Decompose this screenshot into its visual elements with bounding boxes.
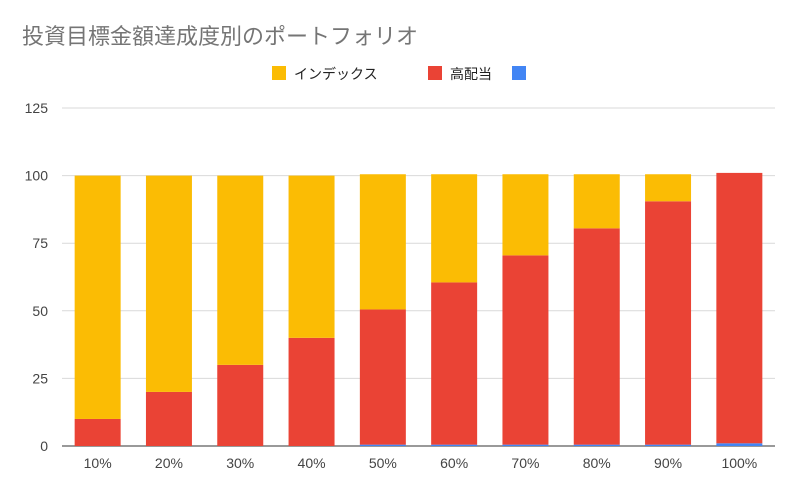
- bar-segment-インデックス: [359, 174, 406, 310]
- bar-segment-インデックス: [145, 175, 192, 392]
- bar-segment-インデックス: [502, 174, 549, 256]
- bar-segment-インデックス: [573, 174, 620, 229]
- bar-segment-series-0: [573, 444, 620, 446]
- x-tick-label: 80%: [583, 455, 611, 471]
- y-tick-label: 0: [40, 438, 48, 454]
- x-tick-label: 90%: [654, 455, 682, 471]
- legend: インデックス 高配当: [272, 66, 526, 83]
- legend-swatch-index: [272, 66, 286, 80]
- bar-segment-series-0: [359, 444, 406, 446]
- y-tick-label: 75: [32, 235, 48, 251]
- bar-segment-高配当: [431, 282, 478, 445]
- bar-segment-series-0: [716, 443, 763, 446]
- bar-segment-高配当: [74, 418, 121, 446]
- bar-segment-高配当: [288, 337, 335, 446]
- bar-segment-高配当: [359, 309, 406, 445]
- y-tick-label: 25: [32, 370, 48, 386]
- legend-swatch-high-dividend: [428, 66, 442, 80]
- legend-swatch-third-series: [512, 66, 526, 80]
- bar-segment-高配当: [716, 172, 763, 444]
- legend-label-index: インデックス: [294, 66, 378, 83]
- x-tick-label: 70%: [511, 455, 539, 471]
- bar-segment-高配当: [217, 364, 264, 446]
- y-tick-label: 100: [25, 168, 49, 184]
- x-tick-label: 10%: [84, 455, 112, 471]
- bar-segment-インデックス: [645, 174, 692, 202]
- x-tick-label: 20%: [155, 455, 183, 471]
- x-tick-label: 100%: [721, 455, 757, 471]
- bar-segment-インデックス: [288, 175, 335, 338]
- bar-segment-インデックス: [74, 175, 121, 419]
- chart-title: 投資目標金額達成度別のポートフォリオ: [22, 25, 418, 50]
- bar-segment-インデックス: [217, 175, 264, 365]
- bar-segment-高配当: [502, 255, 549, 445]
- y-tick-label: 125: [25, 100, 49, 116]
- bar-segment-series-0: [431, 444, 478, 446]
- bar-segment-インデックス: [431, 174, 478, 283]
- x-tick-label: 40%: [298, 455, 326, 471]
- x-axis-ticks: 10% 20% 30% 40% 50% 60% 70% 80% 90% 100%: [84, 455, 758, 471]
- y-tick-label: 50: [32, 303, 48, 319]
- bar-segment-高配当: [645, 201, 692, 445]
- bar-segment-高配当: [573, 228, 620, 445]
- bar-segment-高配当: [145, 391, 192, 446]
- x-tick-label: 60%: [440, 455, 468, 471]
- x-tick-label: 50%: [369, 455, 397, 471]
- bar-segment-series-0: [502, 444, 549, 446]
- bars: [74, 172, 763, 446]
- y-axis-ticks: 0 25 50 75 100 125: [25, 100, 49, 454]
- legend-label-high-dividend: 高配当: [450, 66, 492, 83]
- x-tick-label: 30%: [226, 455, 254, 471]
- bar-segment-series-0: [645, 444, 692, 446]
